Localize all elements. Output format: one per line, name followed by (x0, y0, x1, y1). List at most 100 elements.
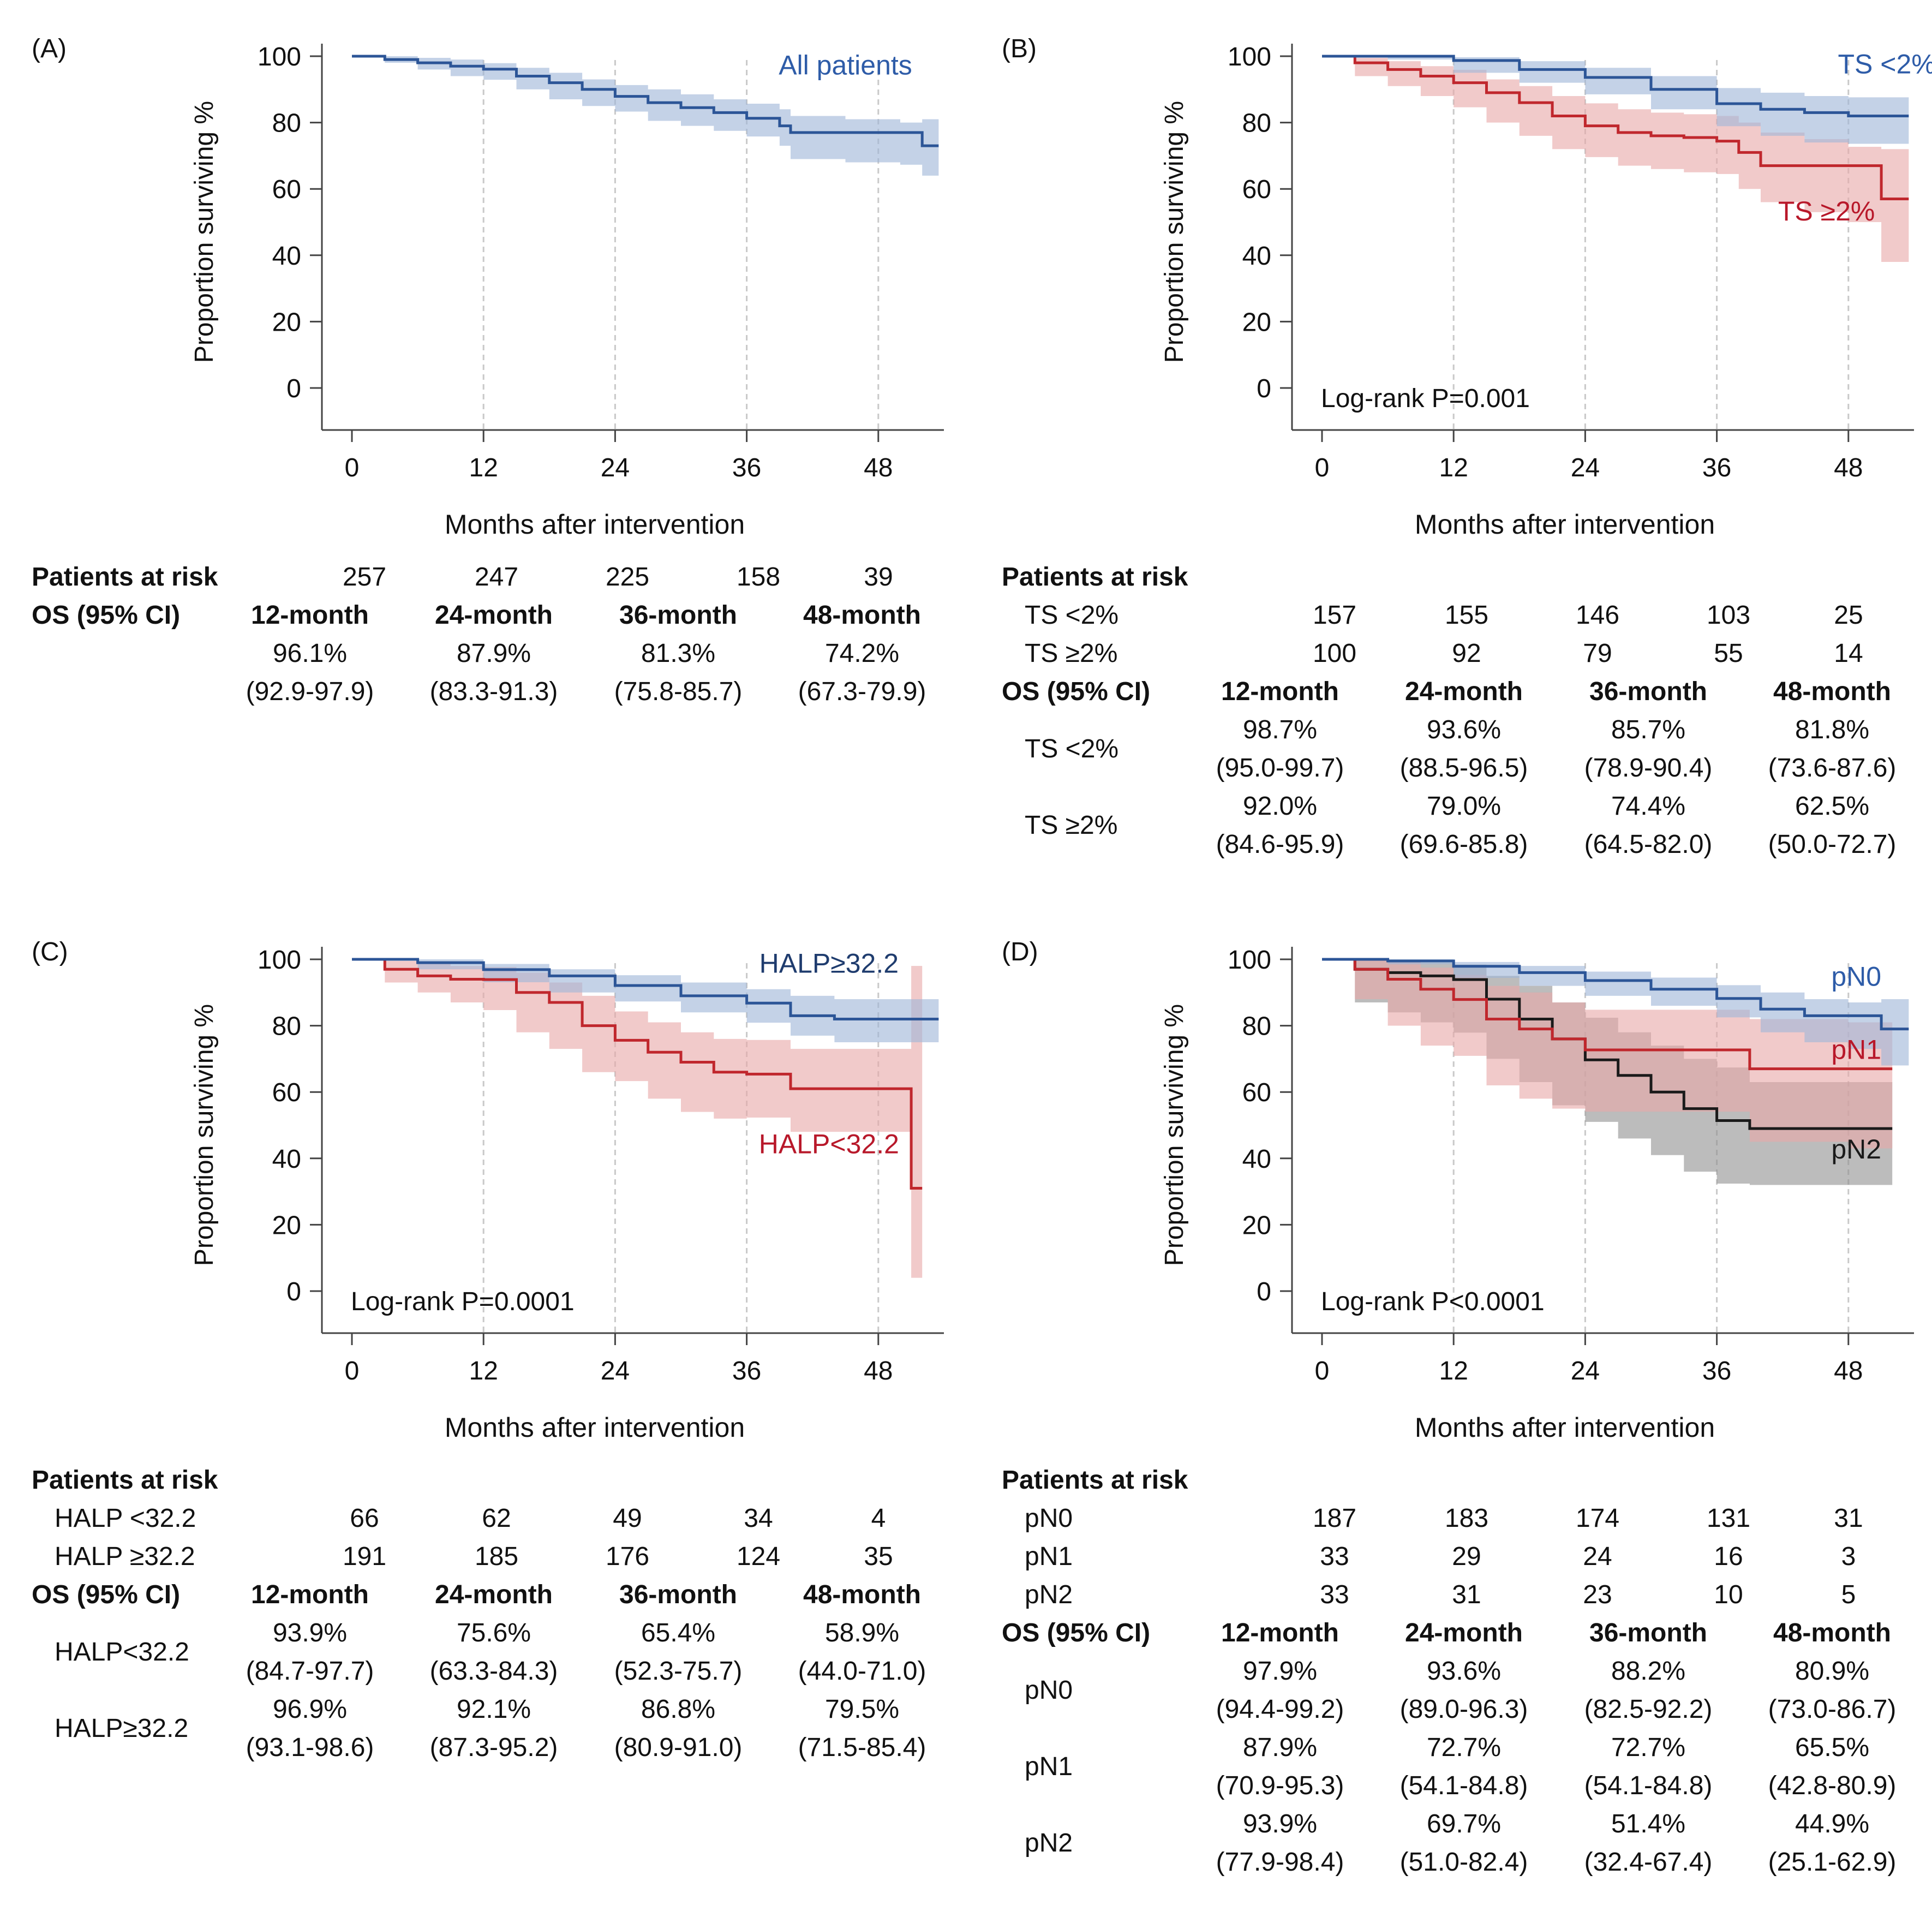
os-timepoint-header: 12-month (1221, 677, 1339, 706)
os-timepoint-header: 36-month (619, 601, 737, 630)
at-risk-value: 66 (350, 1504, 379, 1533)
os-estimate: 92.1% (457, 1695, 531, 1724)
os-estimate: 85.7% (1611, 715, 1685, 744)
at-risk-row-label: pN1 (1025, 1542, 1073, 1571)
os-estimate: 93.6% (1427, 715, 1501, 744)
at-risk-value: 25 (1834, 601, 1863, 630)
os-estimate: 44.9% (1795, 1810, 1869, 1838)
os-estimate: 69.7% (1427, 1810, 1501, 1838)
x-tick-label: 0 (345, 453, 360, 482)
os-ci: (32.4-67.4) (1584, 1848, 1713, 1877)
series-label-blue: pN0 (1831, 962, 1881, 992)
os-ci: (95.0-99.7) (1216, 754, 1344, 783)
os-row-label: TS <2% (1025, 734, 1118, 763)
ci-band-red (1322, 959, 1893, 1149)
x-tick-label: 0 (1315, 453, 1330, 482)
series-label-red: HALP<32.2 (759, 1129, 899, 1160)
x-tick-label: 36 (1702, 453, 1731, 482)
y-tick-label: 60 (272, 175, 301, 204)
at-risk-value: 23 (1583, 1580, 1612, 1609)
os-timepoint-header: 24-month (1405, 677, 1523, 706)
panel-label: (D) (1002, 937, 1038, 966)
os-ci: (44.0-71.0) (798, 1657, 926, 1686)
log-rank-p: Log-rank P<0.0001 (1321, 1287, 1545, 1316)
at-risk-value: 157 (1313, 601, 1356, 630)
at-risk-value: 24 (1583, 1542, 1612, 1571)
log-rank-p: Log-rank P=0.001 (1321, 384, 1530, 413)
x-tick-label: 24 (601, 1357, 630, 1386)
at-risk-value: 183 (1445, 1504, 1488, 1533)
survival-line-blue (352, 55, 939, 147)
y-axis-title: Proportion surviving % (1160, 1004, 1189, 1266)
os-ci: (87.3-95.2) (430, 1733, 558, 1762)
os-estimate: 79.0% (1427, 792, 1501, 821)
y-tick-label: 100 (258, 946, 301, 975)
os-estimate: 81.3% (641, 639, 715, 668)
os-timepoint-header: 12-month (1221, 1619, 1339, 1647)
os-estimate: 93.9% (273, 1619, 347, 1647)
at-risk-value: 124 (737, 1542, 780, 1571)
os-estimate: 80.9% (1795, 1657, 1869, 1686)
x-tick-label: 0 (345, 1357, 360, 1386)
at-risk-value: 176 (606, 1542, 649, 1571)
os-ci: (75.8-85.7) (614, 677, 743, 706)
at-risk-value: 155 (1445, 601, 1488, 630)
os-ci: (84.7-97.7) (246, 1657, 374, 1686)
os-ci: (54.1-84.8) (1584, 1771, 1713, 1800)
y-tick-label: 60 (1242, 175, 1271, 204)
y-tick-label: 80 (1242, 109, 1271, 138)
at-risk-value: 146 (1576, 601, 1619, 630)
os-row-label: pN1 (1025, 1752, 1073, 1781)
x-tick-label: 12 (469, 453, 498, 482)
os-ci: (52.3-75.7) (614, 1657, 743, 1686)
at-risk-value: 55 (1714, 639, 1743, 668)
os-ci: (88.5-96.5) (1400, 754, 1528, 783)
os-ci: (50.0-72.7) (1768, 830, 1897, 859)
x-tick-label: 24 (601, 453, 630, 482)
at-risk-value: 92 (1452, 639, 1481, 668)
os-estimate: 88.2% (1611, 1657, 1685, 1686)
os-estimate: 87.9% (1243, 1733, 1317, 1762)
x-axis-title: Months after intervention (445, 1412, 745, 1443)
series-label-black: pN2 (1831, 1134, 1881, 1164)
os-ci: (71.5-85.4) (798, 1733, 926, 1762)
y-tick-label: 80 (272, 109, 301, 138)
x-tick-label: 24 (1571, 453, 1600, 482)
at-risk-heading: Patients at risk (32, 563, 218, 592)
at-risk-value: 191 (343, 1542, 386, 1571)
os-row-label: pN2 (1025, 1829, 1073, 1858)
series-label-red: pN1 (1831, 1034, 1881, 1065)
at-risk-value: 31 (1452, 1580, 1481, 1609)
y-tick-label: 20 (1242, 1211, 1271, 1240)
os-estimate: 58.9% (825, 1619, 899, 1647)
os-timepoint-header: 48-month (1773, 1619, 1891, 1647)
at-risk-row-label: TS ≥2% (1025, 639, 1117, 668)
os-ci: (73.6-87.6) (1768, 754, 1897, 783)
os-estimate: 96.9% (273, 1695, 347, 1724)
y-tick-label: 80 (1242, 1012, 1271, 1041)
os-estimate: 79.5% (825, 1695, 899, 1724)
at-risk-value: 39 (864, 563, 893, 592)
os-ci: (25.1-62.9) (1768, 1848, 1897, 1877)
os-estimate: 87.9% (457, 639, 531, 668)
os-ci: (93.1-98.6) (246, 1733, 374, 1762)
at-risk-value: 158 (737, 563, 780, 592)
os-timepoint-header: 48-month (803, 601, 921, 630)
x-tick-label: 48 (1834, 453, 1863, 482)
at-risk-row-label: TS <2% (1025, 601, 1118, 630)
panel-label: (C) (32, 937, 68, 966)
series-label-blue: HALP≥32.2 (759, 948, 899, 978)
at-risk-heading: Patients at risk (1002, 563, 1188, 592)
survival-line-blue (1322, 958, 1909, 1031)
y-tick-label: 20 (1242, 308, 1271, 337)
os-ci: (51.0-82.4) (1400, 1848, 1528, 1877)
os-ci: (64.5-82.0) (1584, 830, 1713, 859)
y-tick-label: 60 (1242, 1078, 1271, 1107)
os-estimate: 98.7% (1243, 715, 1317, 744)
os-estimate: 93.6% (1427, 1657, 1501, 1686)
os-estimate: 93.9% (1243, 1810, 1317, 1838)
os-ci: (94.4-99.2) (1216, 1695, 1344, 1724)
at-risk-value: 14 (1834, 639, 1863, 668)
os-ci: (89.0-96.3) (1400, 1695, 1528, 1724)
